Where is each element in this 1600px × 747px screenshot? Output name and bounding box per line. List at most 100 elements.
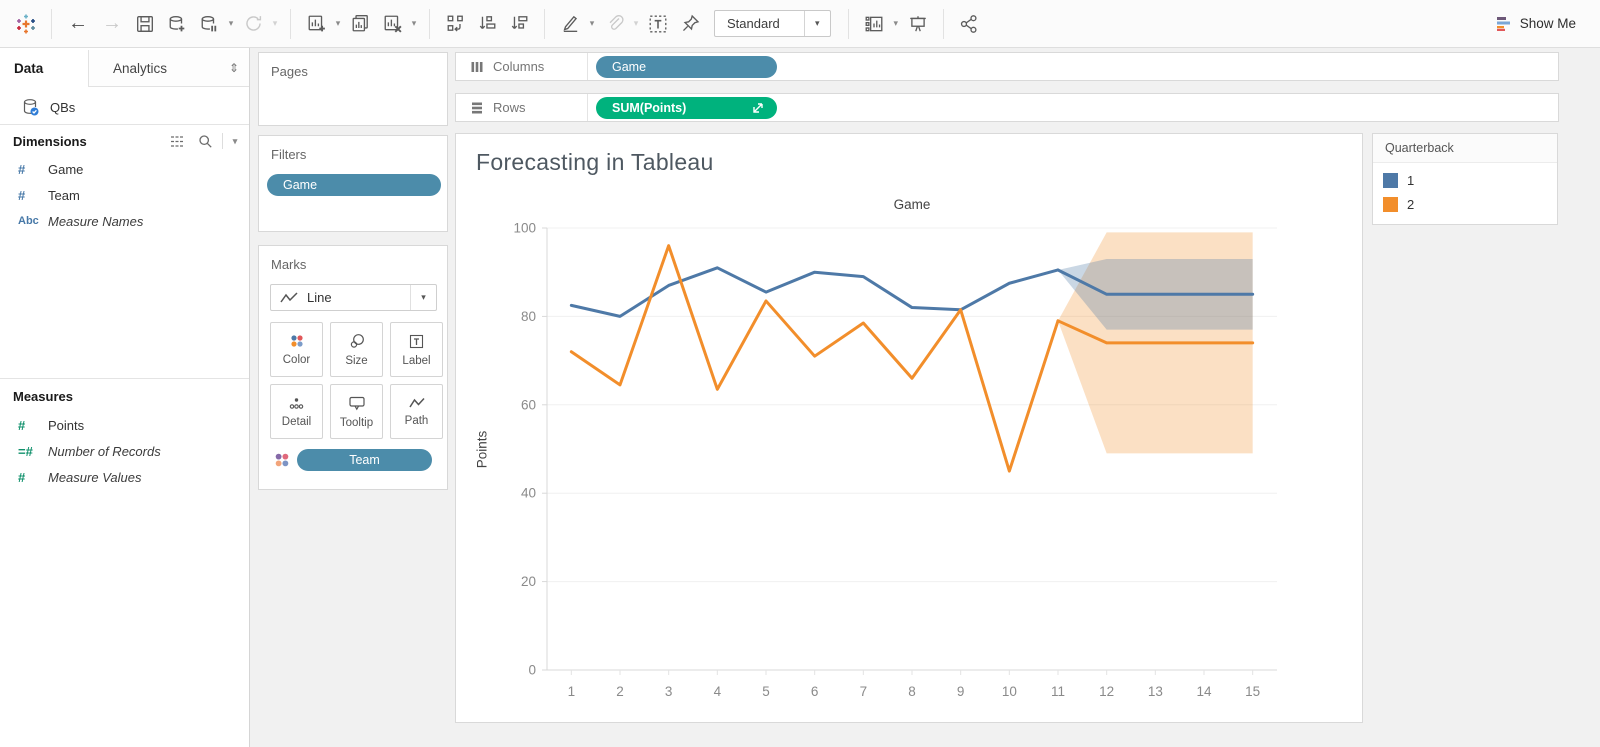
legend-item-2[interactable]: 2 xyxy=(1373,192,1557,216)
cards-panel: Pages Filters Game Marks Line ▾ xyxy=(251,48,455,747)
tab-data[interactable]: Data xyxy=(0,50,88,87)
filters-card[interactable]: Filters Game xyxy=(258,135,448,232)
field-number-of-records[interactable]: =# Number of Records xyxy=(0,438,249,464)
field-game[interactable]: # Game xyxy=(0,156,249,182)
svg-text:11: 11 xyxy=(1051,684,1065,699)
divider xyxy=(0,378,249,379)
field-label: Measure Values xyxy=(48,469,142,485)
field-label: Number of Records xyxy=(48,443,161,459)
clear-sheet-button[interactable] xyxy=(376,7,408,41)
field-label: Team xyxy=(48,187,80,203)
presentation-mode-button[interactable] xyxy=(902,7,934,41)
filters-card-title: Filters xyxy=(271,147,307,162)
color-legend-card[interactable]: Quarterback 1 2 xyxy=(1372,133,1558,225)
svg-text:6: 6 xyxy=(811,684,819,699)
dimensions-menu-caret[interactable]: ▾ xyxy=(232,135,238,146)
new-worksheet-caret[interactable]: ▾ xyxy=(335,18,341,28)
view-data-grid-icon[interactable] xyxy=(166,131,188,151)
new-worksheet-button[interactable] xyxy=(300,7,332,41)
show-hide-cards-caret[interactable]: ▾ xyxy=(893,18,899,28)
field-measure-values[interactable]: # Measure Values xyxy=(0,464,249,490)
run-update-caret[interactable]: ▾ xyxy=(272,18,278,28)
fit-selector-caret[interactable]: ▾ xyxy=(803,11,830,36)
filter-pill-game[interactable]: Game xyxy=(267,174,441,196)
pane-tabs: Data Analytics ⇕ xyxy=(0,50,249,87)
svg-text:15: 15 xyxy=(1245,684,1260,699)
rows-shelf[interactable]: Rows SUM(Points) xyxy=(455,93,1559,122)
sort-ascending-button[interactable] xyxy=(471,7,503,41)
svg-text:3: 3 xyxy=(665,684,673,699)
marks-pill-team[interactable]: Team xyxy=(297,449,432,471)
svg-text:14: 14 xyxy=(1196,684,1212,699)
highlight-caret[interactable]: ▾ xyxy=(589,18,595,28)
swap-rows-columns-button[interactable] xyxy=(439,7,471,41)
tableau-logo-icon[interactable] xyxy=(10,7,42,41)
legend-title: Quarterback xyxy=(1373,134,1557,163)
color-button[interactable]: Color xyxy=(270,322,323,377)
pause-auto-updates-caret[interactable]: ▾ xyxy=(228,18,234,28)
mark-type-caret[interactable]: ▾ xyxy=(410,285,436,310)
marks-card[interactable]: Marks Line ▾ Color xyxy=(258,245,448,490)
search-fields-icon[interactable] xyxy=(194,131,216,151)
rows-pill-label: SUM(Points) xyxy=(612,100,687,115)
save-button[interactable] xyxy=(129,7,161,41)
field-team[interactable]: # Team xyxy=(0,182,249,208)
highlight-button[interactable] xyxy=(554,7,586,41)
dimensions-header-label: Dimensions xyxy=(13,133,87,149)
columns-pill-game[interactable]: Game xyxy=(596,55,777,78)
legend-item-1[interactable]: 1 xyxy=(1373,168,1557,192)
toolbar-separator xyxy=(942,8,944,39)
svg-text:0: 0 xyxy=(528,663,536,678)
show-me-button[interactable]: Show Me xyxy=(1495,16,1590,32)
redo-button[interactable]: → xyxy=(102,12,122,34)
show-mark-labels-button[interactable] xyxy=(642,7,674,41)
fix-axes-pin-button[interactable] xyxy=(674,7,706,41)
pause-auto-updates-button[interactable] xyxy=(193,7,225,41)
size-icon xyxy=(350,334,364,348)
duplicate-sheet-button[interactable] xyxy=(344,7,376,41)
pages-card-title: Pages xyxy=(271,64,308,79)
undo-button[interactable]: ← xyxy=(68,12,88,34)
clear-sheet-caret[interactable]: ▾ xyxy=(411,18,417,28)
datasource-name: QBs xyxy=(50,99,76,115)
rows-icon xyxy=(472,102,482,113)
rows-shelf-label: Rows xyxy=(456,94,588,121)
field-points[interactable]: # Points xyxy=(0,412,249,438)
tooltip-button[interactable]: Tooltip xyxy=(330,384,383,439)
tab-analytics[interactable]: Analytics ⇕ xyxy=(88,50,249,87)
label-button[interactable]: Label xyxy=(390,322,443,377)
worksheet-view[interactable]: Forecasting in Tableau Game Points 0 20 40… xyxy=(455,133,1363,723)
svg-text:60: 60 xyxy=(521,397,536,412)
pane-swap-icon[interactable]: ⇕ xyxy=(228,61,239,75)
datasource-item[interactable]: QBs xyxy=(0,94,249,120)
color-icon xyxy=(290,335,303,347)
group-members-button[interactable] xyxy=(598,7,630,41)
show-hide-cards-button[interactable] xyxy=(858,7,890,41)
detail-button[interactable]: Detail xyxy=(270,384,323,439)
size-button[interactable]: Size xyxy=(330,322,383,377)
toolbar-separator xyxy=(51,8,52,39)
svg-text:4: 4 xyxy=(714,684,722,699)
sort-descending-button[interactable] xyxy=(503,7,535,41)
rows-pill-sum-points[interactable]: SUM(Points) xyxy=(596,96,777,119)
fit-selector[interactable]: Standard ▾ xyxy=(714,10,831,37)
field-measure-names[interactable]: Abc Measure Names xyxy=(0,208,249,234)
show-me-icon xyxy=(1496,16,1510,31)
share-workbook-button[interactable] xyxy=(953,7,985,41)
columns-shelf[interactable]: Columns Game xyxy=(455,52,1559,81)
run-update-button[interactable] xyxy=(237,7,269,41)
mark-type-dropdown[interactable]: Line ▾ xyxy=(270,284,437,311)
marks-card-title: Marks xyxy=(271,257,307,272)
pages-card[interactable]: Pages xyxy=(258,52,448,126)
legend-item-label: 2 xyxy=(1407,196,1415,212)
path-icon xyxy=(408,397,425,408)
svg-text:9: 9 xyxy=(957,684,965,699)
forecast-indicator-icon xyxy=(753,103,763,113)
path-button[interactable]: Path xyxy=(390,384,443,439)
new-datasource-button[interactable] xyxy=(161,7,193,41)
calculated-number-field-icon: =# xyxy=(18,443,33,459)
group-members-caret[interactable]: ▾ xyxy=(633,18,639,28)
y-axis-label: Points xyxy=(474,430,490,469)
